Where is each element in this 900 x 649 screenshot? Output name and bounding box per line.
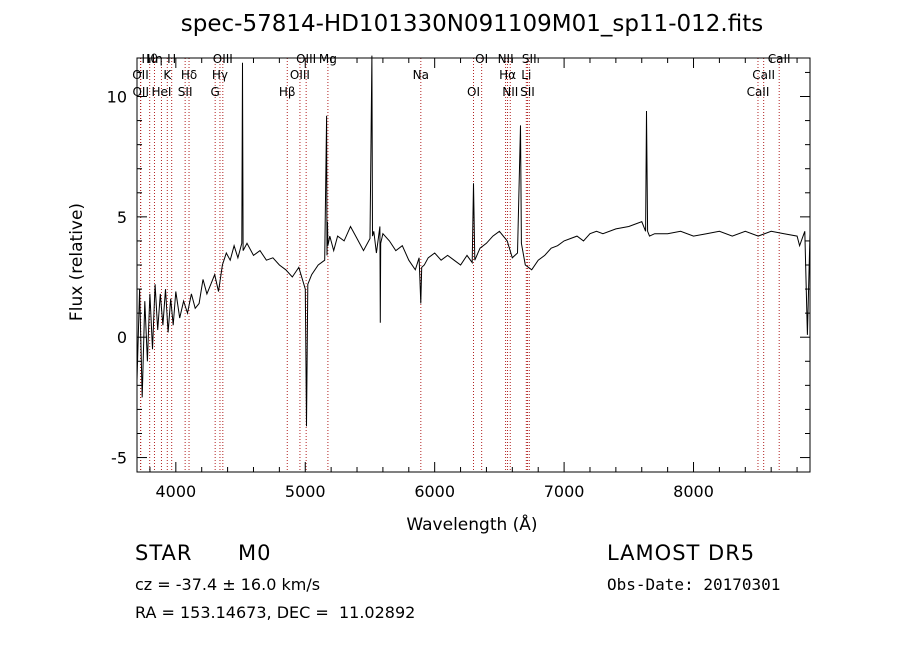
object-subclass: M0	[238, 541, 272, 565]
redshift-velocity: cz = -37.4 ± 16.0 km/s	[135, 575, 321, 594]
y-axis-ticks: -5 0 5 10	[107, 71, 810, 468]
line-label-25: CaII	[752, 68, 775, 82]
y-axis-label: Flux (relative)	[67, 203, 87, 321]
line-label-6: H	[167, 52, 176, 66]
survey-name: LAMOST DR5	[607, 541, 756, 565]
observation-date: Obs-Date: 20170301	[607, 575, 781, 594]
object-class: STAR	[135, 541, 193, 565]
line-label-9: OIII	[213, 52, 233, 66]
line-label-13: OIII	[290, 68, 310, 82]
line-label-7: Hδ	[181, 68, 197, 82]
line-label-26: CaII	[747, 85, 770, 99]
line-label-14: Hβ	[279, 85, 296, 99]
chart-title: spec-57814-HD101330N091109M01_sp11-012.f…	[181, 11, 763, 37]
line-label-10: Hγ	[212, 68, 228, 82]
line-label-1: OII	[132, 68, 149, 82]
line-label-22: Li	[521, 68, 531, 82]
x-tick-label-6000: 6000	[414, 482, 455, 501]
emission-line-labels: HθOIIOIIHηKHeIHHδSIIOIIIHγGOIIIOIIIHβMgN…	[132, 52, 790, 99]
line-label-17: OI	[467, 85, 480, 99]
line-label-11: G	[211, 85, 220, 99]
y-tick-label--5: -5	[111, 449, 127, 468]
line-label-8: SII	[178, 85, 193, 99]
x-tick-label-5000: 5000	[285, 482, 326, 501]
coordinates: RA = 153.14673, DEC = 11.02892	[135, 603, 416, 622]
y-tick-label-10: 10	[107, 88, 127, 107]
line-label-12: OIII	[296, 52, 316, 66]
line-label-19: Hα	[499, 68, 516, 82]
y-tick-label-0: 0	[117, 328, 127, 347]
line-label-21: NII	[498, 52, 514, 66]
line-label-16: Na	[413, 68, 429, 82]
spectrum-series	[136, 55, 811, 427]
x-tick-label-8000: 8000	[673, 482, 714, 501]
line-label-20: SII	[520, 85, 535, 99]
line-label-3: Hη	[146, 52, 163, 66]
x-axis-label: Wavelength (Å)	[406, 513, 537, 535]
line-label-23: NII	[502, 85, 518, 99]
line-label-24: SII	[522, 52, 537, 66]
line-label-18: OI	[475, 52, 488, 66]
spectrum-line	[136, 55, 811, 427]
x-tick-label-4000: 4000	[155, 482, 196, 501]
line-label-4: K	[163, 68, 172, 82]
line-label-15: Mg	[319, 52, 337, 66]
x-tick-label-7000: 7000	[544, 482, 585, 501]
y-tick-label-5: 5	[117, 208, 127, 227]
line-label-5: HeI	[151, 85, 171, 99]
line-label-27: CaII	[768, 52, 791, 66]
x-axis-ticks: 4000 5000 6000 7000 8000	[149, 58, 798, 501]
